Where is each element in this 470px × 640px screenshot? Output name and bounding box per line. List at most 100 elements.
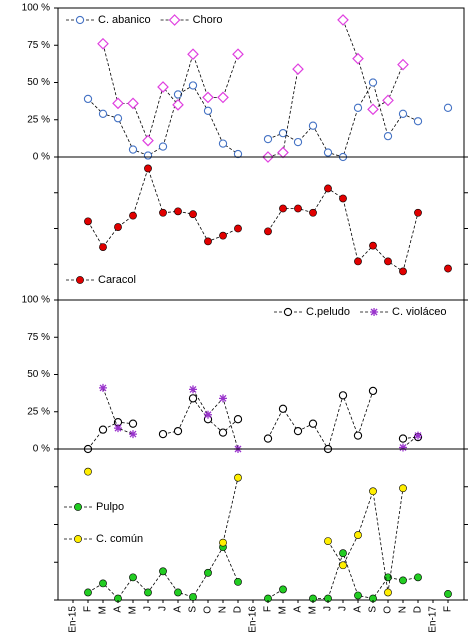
panel-frame — [57, 7, 465, 158]
marker — [263, 434, 273, 443]
marker — [173, 426, 183, 436]
marker — [233, 149, 243, 159]
y-tick-label: 75 % — [27, 332, 50, 343]
marker — [204, 568, 212, 577]
marker — [114, 424, 122, 433]
marker — [203, 106, 213, 115]
x-tick-label: N — [398, 606, 409, 613]
marker — [369, 241, 377, 250]
marker — [414, 431, 422, 440]
marker — [74, 535, 82, 543]
marker — [159, 567, 167, 576]
marker — [398, 434, 408, 443]
marker — [277, 146, 289, 159]
y-tick-label: 75 % — [27, 40, 50, 51]
marker — [99, 383, 107, 392]
x-tick-label: S — [188, 606, 199, 613]
marker — [217, 91, 229, 104]
marker — [443, 103, 453, 112]
marker — [219, 394, 227, 403]
series-line — [102, 43, 239, 142]
marker — [98, 425, 108, 434]
marker — [168, 14, 181, 26]
marker — [263, 134, 273, 144]
marker — [368, 78, 378, 87]
marker — [413, 117, 423, 126]
marker — [219, 538, 227, 547]
marker — [172, 99, 184, 111]
x-tick-label: En-17 — [428, 606, 439, 633]
marker — [232, 48, 244, 61]
marker — [398, 109, 408, 118]
marker — [399, 576, 407, 585]
marker — [399, 267, 407, 276]
y-tick-label: 50 % — [27, 77, 50, 88]
marker — [129, 430, 137, 439]
marker — [202, 91, 214, 104]
marker — [157, 81, 169, 93]
marker — [414, 208, 422, 217]
marker — [368, 386, 378, 396]
marker — [384, 257, 392, 266]
marker — [414, 573, 422, 582]
marker — [204, 237, 212, 246]
marker — [189, 210, 197, 219]
x-tick-label: D — [233, 606, 244, 613]
marker — [128, 145, 138, 154]
marker — [278, 404, 288, 413]
marker — [278, 129, 288, 138]
marker — [189, 385, 197, 394]
legend-label: C. común — [96, 533, 143, 545]
marker — [113, 114, 123, 123]
marker — [144, 588, 152, 597]
series-line — [162, 397, 239, 435]
marker — [279, 204, 287, 213]
x-tick-label: A — [173, 606, 184, 613]
series-line — [313, 551, 419, 599]
marker — [173, 90, 183, 99]
series-line — [267, 187, 419, 273]
series-line — [342, 19, 404, 110]
x-tick-label: M — [278, 606, 289, 614]
marker — [353, 431, 363, 440]
x-tick-label: En-15 — [68, 606, 79, 633]
marker — [112, 97, 124, 110]
legend-label: Choro — [193, 14, 223, 26]
x-tick-label: M — [308, 606, 319, 614]
x-tick-label: S — [368, 606, 379, 613]
marker — [99, 243, 107, 251]
marker — [352, 52, 364, 65]
x-tick-label: A — [353, 606, 364, 613]
x-tick-label: A — [293, 606, 304, 613]
y-tick-label: 100 % — [22, 3, 50, 14]
series-line — [87, 421, 134, 450]
series-line — [267, 390, 374, 451]
x-tick-label: En-16 — [248, 606, 259, 633]
marker — [338, 391, 348, 400]
marker — [188, 394, 198, 403]
legend-label: C.peludo — [306, 306, 350, 318]
y-tick-label: 25 % — [27, 406, 50, 417]
marker — [293, 137, 303, 147]
marker — [74, 503, 82, 511]
marker — [98, 109, 108, 118]
marker — [142, 134, 154, 147]
series — [83, 386, 423, 454]
marker — [187, 48, 199, 61]
marker — [84, 217, 92, 226]
marker — [97, 37, 109, 50]
marker — [188, 81, 198, 90]
marker — [309, 208, 317, 217]
x-tick-label: J — [338, 606, 349, 611]
x-tick-label: O — [203, 606, 214, 614]
x-tick-label: J — [143, 606, 154, 611]
marker — [174, 588, 182, 597]
marker — [234, 224, 242, 233]
legend-label: C. abanico — [98, 14, 151, 26]
marker — [283, 307, 293, 317]
marker — [159, 208, 167, 217]
marker — [293, 426, 303, 436]
series — [97, 14, 409, 163]
marker — [397, 58, 409, 71]
x-tick-label: J — [158, 606, 169, 611]
